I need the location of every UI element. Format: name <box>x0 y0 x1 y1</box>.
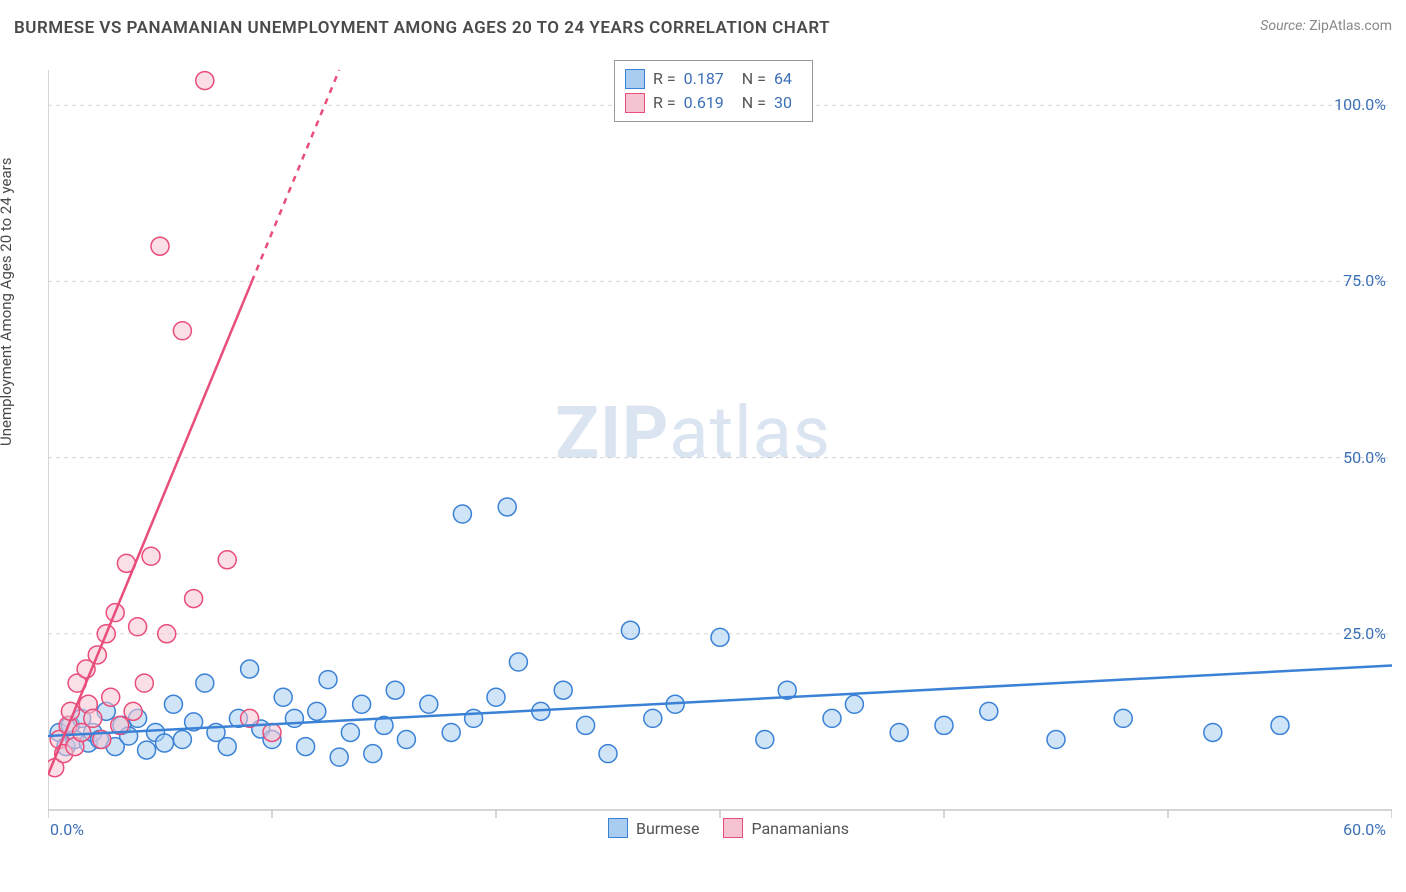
axis-tick-label: 25.0% <box>1343 624 1386 643</box>
data-point <box>274 688 292 706</box>
data-point <box>599 745 617 763</box>
axis-tick-label: 50.0% <box>1343 448 1386 467</box>
source-attribution: Source: ZipAtlas.com <box>1260 18 1392 34</box>
data-point <box>420 695 438 713</box>
data-point <box>823 709 841 727</box>
data-point <box>84 709 102 727</box>
data-point <box>319 671 337 689</box>
scatter-chart: ZIPatlas R =0.187N =64R =0.619N =30 Burm… <box>48 56 1392 842</box>
data-point <box>158 625 176 643</box>
data-point <box>173 731 191 749</box>
source-value: ZipAtlas.com <box>1309 18 1392 34</box>
r-value: 0.619 <box>684 91 724 115</box>
data-point <box>756 731 774 749</box>
series-name: Burmese <box>636 819 699 838</box>
data-point <box>297 738 315 756</box>
data-point <box>155 734 173 752</box>
chart-svg <box>48 56 1392 842</box>
data-point <box>263 723 281 741</box>
data-point <box>442 723 460 741</box>
data-point <box>577 716 595 734</box>
data-point <box>185 590 203 608</box>
legend-swatch <box>608 818 628 838</box>
data-point <box>397 731 415 749</box>
data-point <box>980 702 998 720</box>
data-point <box>644 709 662 727</box>
chart-title: BURMESE VS PANAMANIAN UNEMPLOYMENT AMONG… <box>14 18 830 38</box>
series-legend-item: Burmese <box>608 818 699 838</box>
axis-tick-label: 75.0% <box>1343 271 1386 290</box>
data-point <box>135 674 153 692</box>
r-value: 0.187 <box>684 67 724 91</box>
data-point <box>353 695 371 713</box>
data-point <box>196 674 214 692</box>
series-legend: Burmese Panamanians <box>608 818 849 838</box>
data-point <box>487 688 505 706</box>
data-point <box>1204 723 1222 741</box>
data-point <box>241 660 259 678</box>
data-point <box>218 738 236 756</box>
data-point <box>285 709 303 727</box>
data-point <box>498 498 516 516</box>
stats-legend-row: R = 0.187 N = 64 <box>625 67 802 91</box>
data-point <box>364 745 382 763</box>
data-point <box>845 695 863 713</box>
data-point <box>138 741 156 759</box>
series-name: Panamanians <box>751 819 849 838</box>
data-point <box>1047 731 1065 749</box>
data-point <box>509 653 527 671</box>
legend-swatch <box>723 818 743 838</box>
legend-swatch <box>625 69 645 89</box>
data-point <box>386 681 404 699</box>
data-point <box>341 723 359 741</box>
legend-swatch <box>625 93 645 113</box>
data-point <box>102 688 120 706</box>
r-label: R = <box>653 67 676 91</box>
axis-tick-label: 60.0% <box>1343 820 1386 839</box>
data-point <box>151 237 169 255</box>
y-axis-label: Unemployment Among Ages 20 to 24 years <box>0 158 15 446</box>
data-point <box>711 628 729 646</box>
axis-tick-label: 0.0% <box>50 820 84 839</box>
n-label: N = <box>742 67 766 91</box>
n-value: 30 <box>774 91 792 115</box>
n-label: N = <box>742 91 766 115</box>
r-label: R = <box>653 91 676 115</box>
series-legend-item: Panamanians <box>723 818 849 838</box>
data-point <box>142 547 160 565</box>
data-point <box>218 551 236 569</box>
stats-legend-row: R = 0.619 N = 30 <box>625 91 802 115</box>
data-point <box>453 505 471 523</box>
data-point <box>124 702 142 720</box>
n-value: 64 <box>774 67 792 91</box>
data-point <box>164 695 182 713</box>
data-point <box>196 72 214 90</box>
data-point <box>308 702 326 720</box>
data-point <box>890 723 908 741</box>
data-point <box>1271 716 1289 734</box>
stats-legend: R = 0.187 N = 64 R = 0.619 N = 30 <box>614 60 813 122</box>
data-point <box>554 681 572 699</box>
data-point <box>129 618 147 636</box>
source-label: Source: <box>1260 18 1305 34</box>
data-point <box>465 709 483 727</box>
data-point <box>935 716 953 734</box>
data-point <box>330 748 348 766</box>
data-point <box>621 621 639 639</box>
axis-tick-label: 100.0% <box>1334 95 1386 114</box>
data-point <box>173 322 191 340</box>
data-point <box>1114 709 1132 727</box>
